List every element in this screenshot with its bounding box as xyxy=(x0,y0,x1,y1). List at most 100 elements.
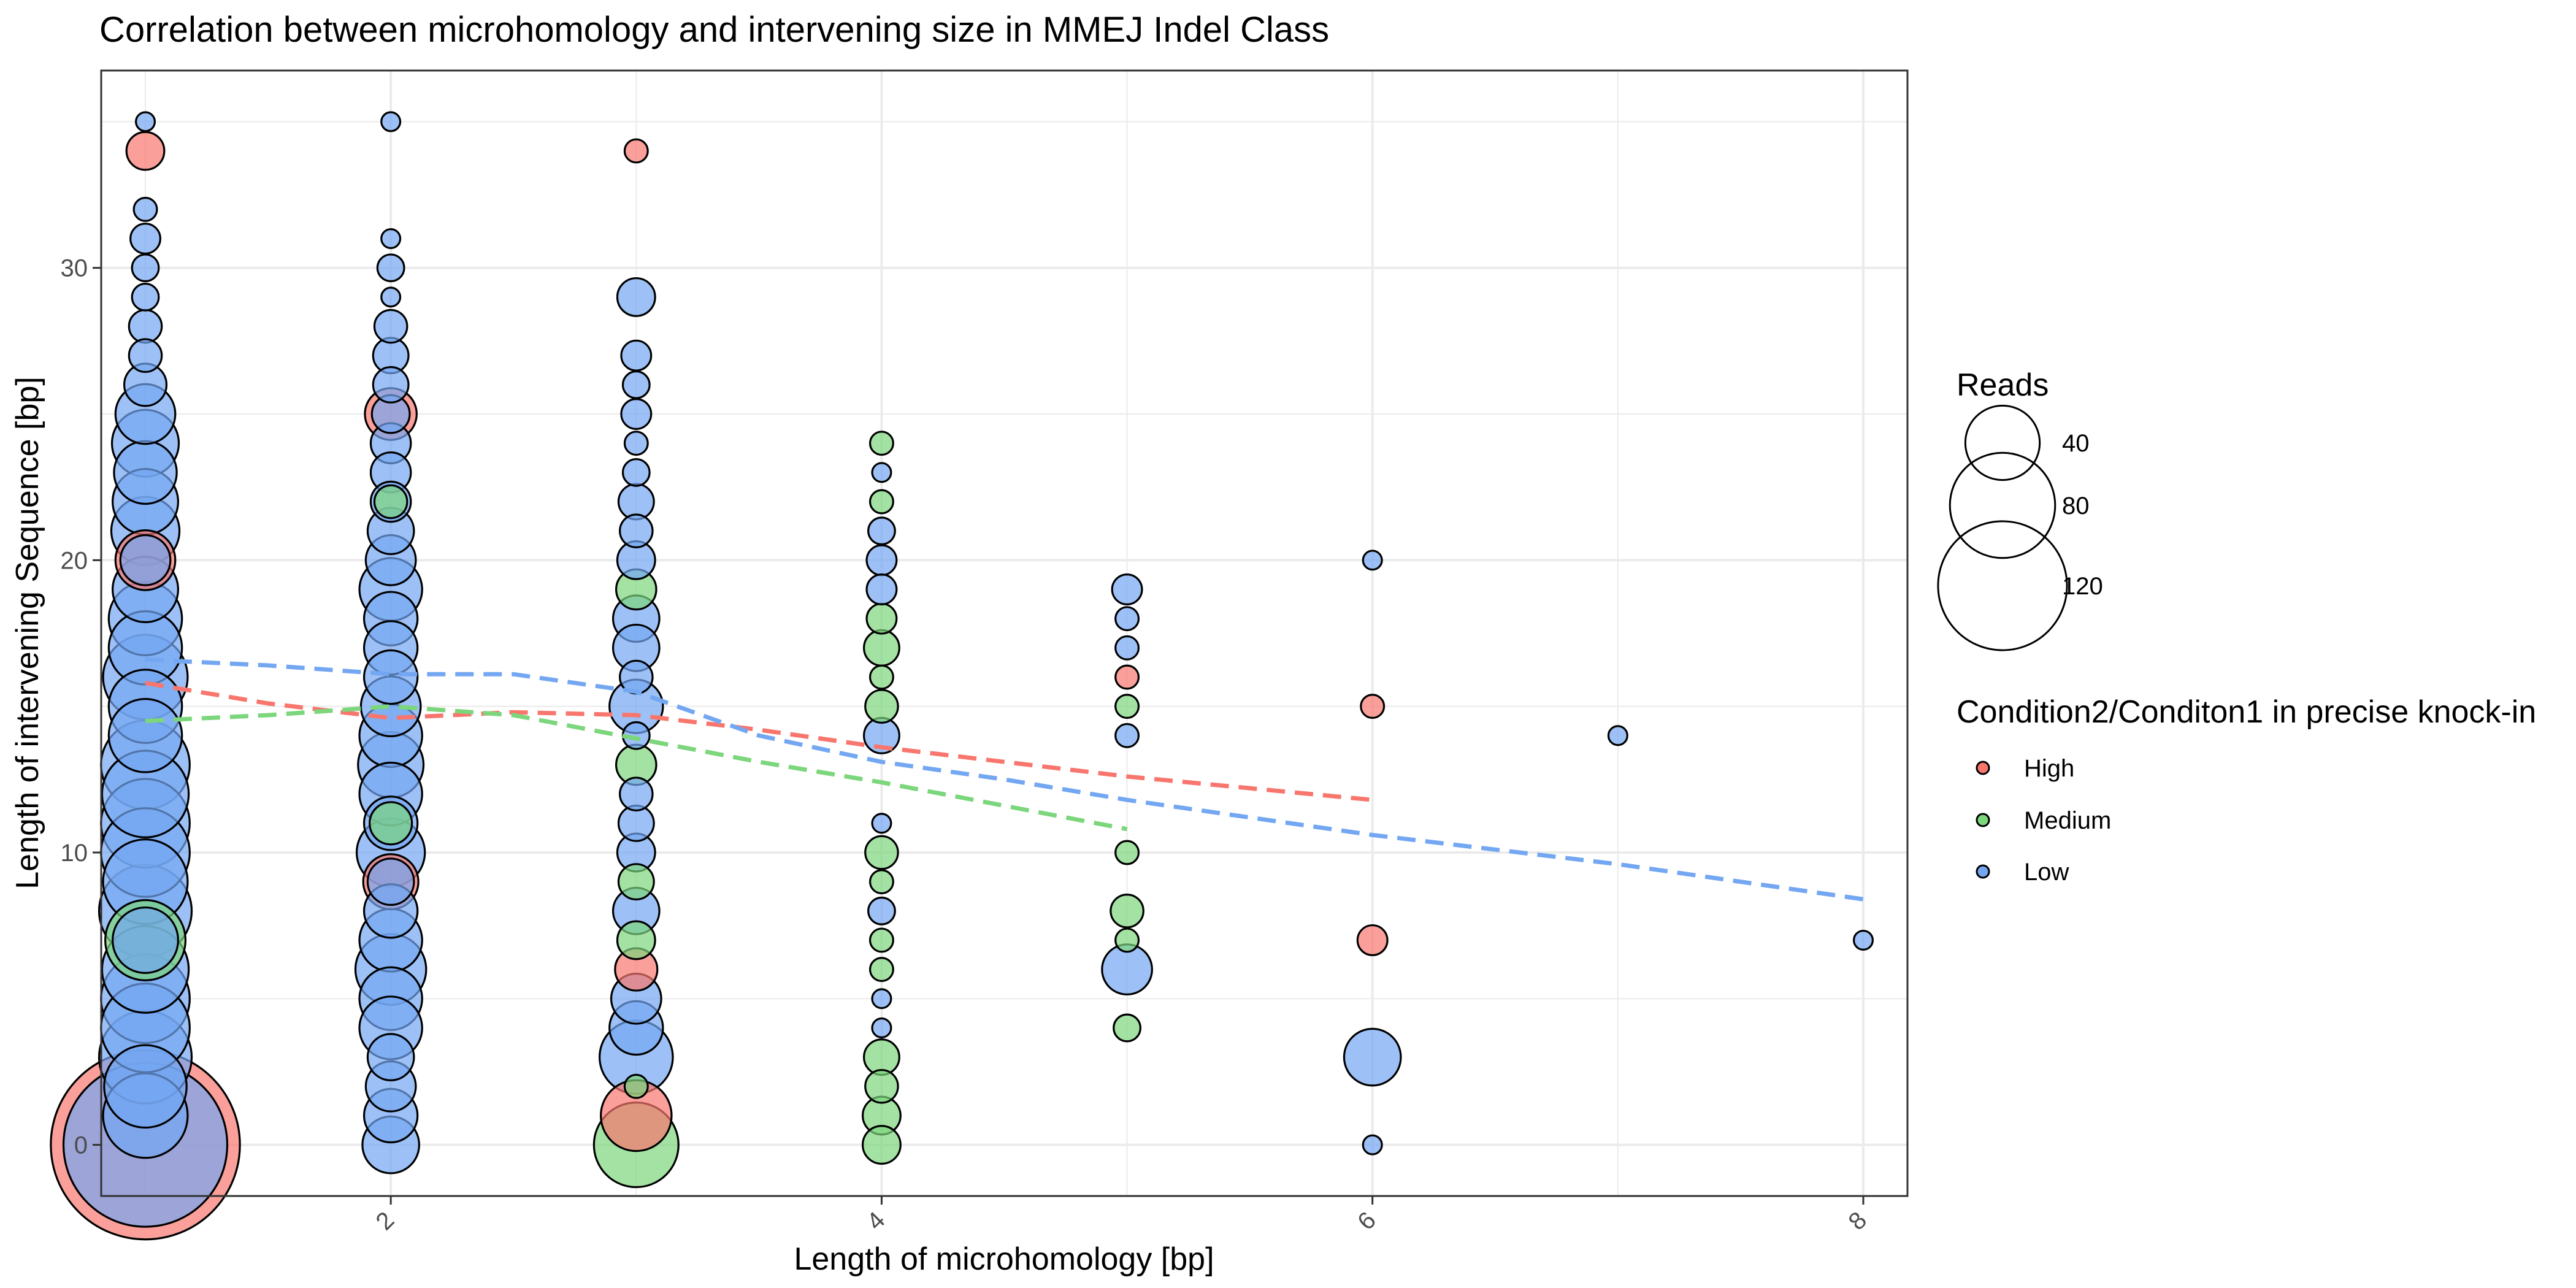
trend-line-low xyxy=(145,657,1864,902)
point-medium xyxy=(865,602,898,635)
point-low xyxy=(372,366,410,404)
point-low xyxy=(131,282,160,312)
point-low xyxy=(1362,1134,1383,1156)
point-low xyxy=(867,896,896,926)
point-low xyxy=(1362,550,1383,571)
point-medium xyxy=(1113,1013,1141,1043)
point-medium xyxy=(868,431,894,456)
point-medium xyxy=(868,664,894,690)
point-low xyxy=(131,253,160,283)
chart-title: Correlation between microhomology and in… xyxy=(99,10,1329,50)
point-low xyxy=(1111,573,1143,605)
point-low xyxy=(135,111,156,132)
color-legend-title: Condition2/Conditon1 in precise knock-in xyxy=(1957,694,2536,730)
point-medium xyxy=(373,484,408,519)
point-medium xyxy=(862,1125,902,1165)
size-legend-label: 80 xyxy=(2062,493,2090,519)
size-legend-circle xyxy=(1937,520,2068,651)
size-legend-label: 40 xyxy=(2062,430,2090,457)
point-low xyxy=(618,513,654,548)
x-axis-title: Length of microhomology [bp] xyxy=(794,1241,1214,1277)
color-legend-key xyxy=(1976,864,1990,879)
color-legend-key xyxy=(1976,813,1990,827)
point-low xyxy=(112,906,180,974)
point-low xyxy=(107,698,183,773)
point-low xyxy=(620,339,653,372)
point-high xyxy=(1356,924,1389,956)
point-low xyxy=(380,228,402,250)
x-tick-label: 6 xyxy=(1352,1206,1381,1235)
point-medium xyxy=(369,801,413,846)
point-low xyxy=(621,370,651,399)
point-medium xyxy=(868,869,894,895)
size-legend-title: Reads xyxy=(1957,367,2049,403)
point-low xyxy=(366,857,415,906)
point-low xyxy=(113,440,178,505)
x-tick-label: 2 xyxy=(371,1206,400,1235)
point-medium xyxy=(616,920,656,960)
legend: Reads Condition2/Conditon1 in precise kn… xyxy=(1937,367,2536,886)
point-low xyxy=(865,573,898,605)
point-high xyxy=(1360,694,1386,719)
point-low xyxy=(373,309,408,344)
point-medium xyxy=(1114,840,1140,865)
point-low xyxy=(376,253,405,283)
point-low xyxy=(618,776,654,811)
point-medium xyxy=(864,835,899,870)
point-medium xyxy=(1110,893,1144,929)
point-low xyxy=(1607,725,1628,746)
point-low xyxy=(119,534,172,586)
point-low xyxy=(1114,723,1140,748)
point-low xyxy=(128,338,163,374)
point-medium xyxy=(868,489,894,515)
x-tick-label: 8 xyxy=(1843,1206,1872,1235)
point-medium xyxy=(1114,927,1140,953)
size-legend-label: 120 xyxy=(2062,573,2103,600)
point-medium xyxy=(868,957,894,983)
point-low xyxy=(362,649,419,705)
point-medium xyxy=(862,629,900,667)
point-low xyxy=(865,544,898,577)
y-tick-label: 0 xyxy=(74,1132,88,1159)
y-tick-label: 30 xyxy=(61,255,88,282)
point-low xyxy=(380,286,402,308)
point-low xyxy=(1852,929,1874,951)
trend-line-medium xyxy=(145,704,1128,832)
point-low xyxy=(1343,1027,1402,1087)
point-low xyxy=(616,277,656,317)
point-high xyxy=(623,138,649,164)
trend-line-high xyxy=(145,681,1373,802)
color-legend-label: Low xyxy=(2024,859,2069,886)
point-low xyxy=(366,1033,415,1081)
point-low xyxy=(871,1017,892,1038)
point-low xyxy=(132,196,158,222)
point-medium xyxy=(868,927,894,953)
size-legend-circle xyxy=(1949,451,2057,559)
color-legend-key xyxy=(1976,761,1990,775)
point-low xyxy=(380,111,402,132)
point-medium xyxy=(864,689,899,724)
trend-lines xyxy=(145,657,1864,902)
point-low xyxy=(623,431,649,456)
point-low xyxy=(128,309,163,344)
point-low xyxy=(103,1044,188,1129)
y-tick-label: 10 xyxy=(61,840,88,867)
point-high xyxy=(1114,664,1140,690)
point-low xyxy=(871,462,892,483)
point-medium xyxy=(617,863,655,901)
point-medium xyxy=(623,1073,649,1099)
point-low xyxy=(871,813,892,834)
point-low xyxy=(871,988,892,1010)
x-tick-label: 4 xyxy=(862,1206,891,1235)
point-low xyxy=(620,398,653,431)
point-low xyxy=(1114,606,1140,632)
panel-border xyxy=(100,69,1909,1197)
color-legend-label: Medium xyxy=(2024,807,2111,834)
point-medium xyxy=(864,1068,899,1104)
size-legend-circle xyxy=(1964,404,2041,481)
points-layer xyxy=(50,111,1874,1241)
y-axis-title: Length of intervening Sequence [bp] xyxy=(10,377,45,889)
point-low xyxy=(867,516,896,546)
point-low xyxy=(129,223,161,255)
